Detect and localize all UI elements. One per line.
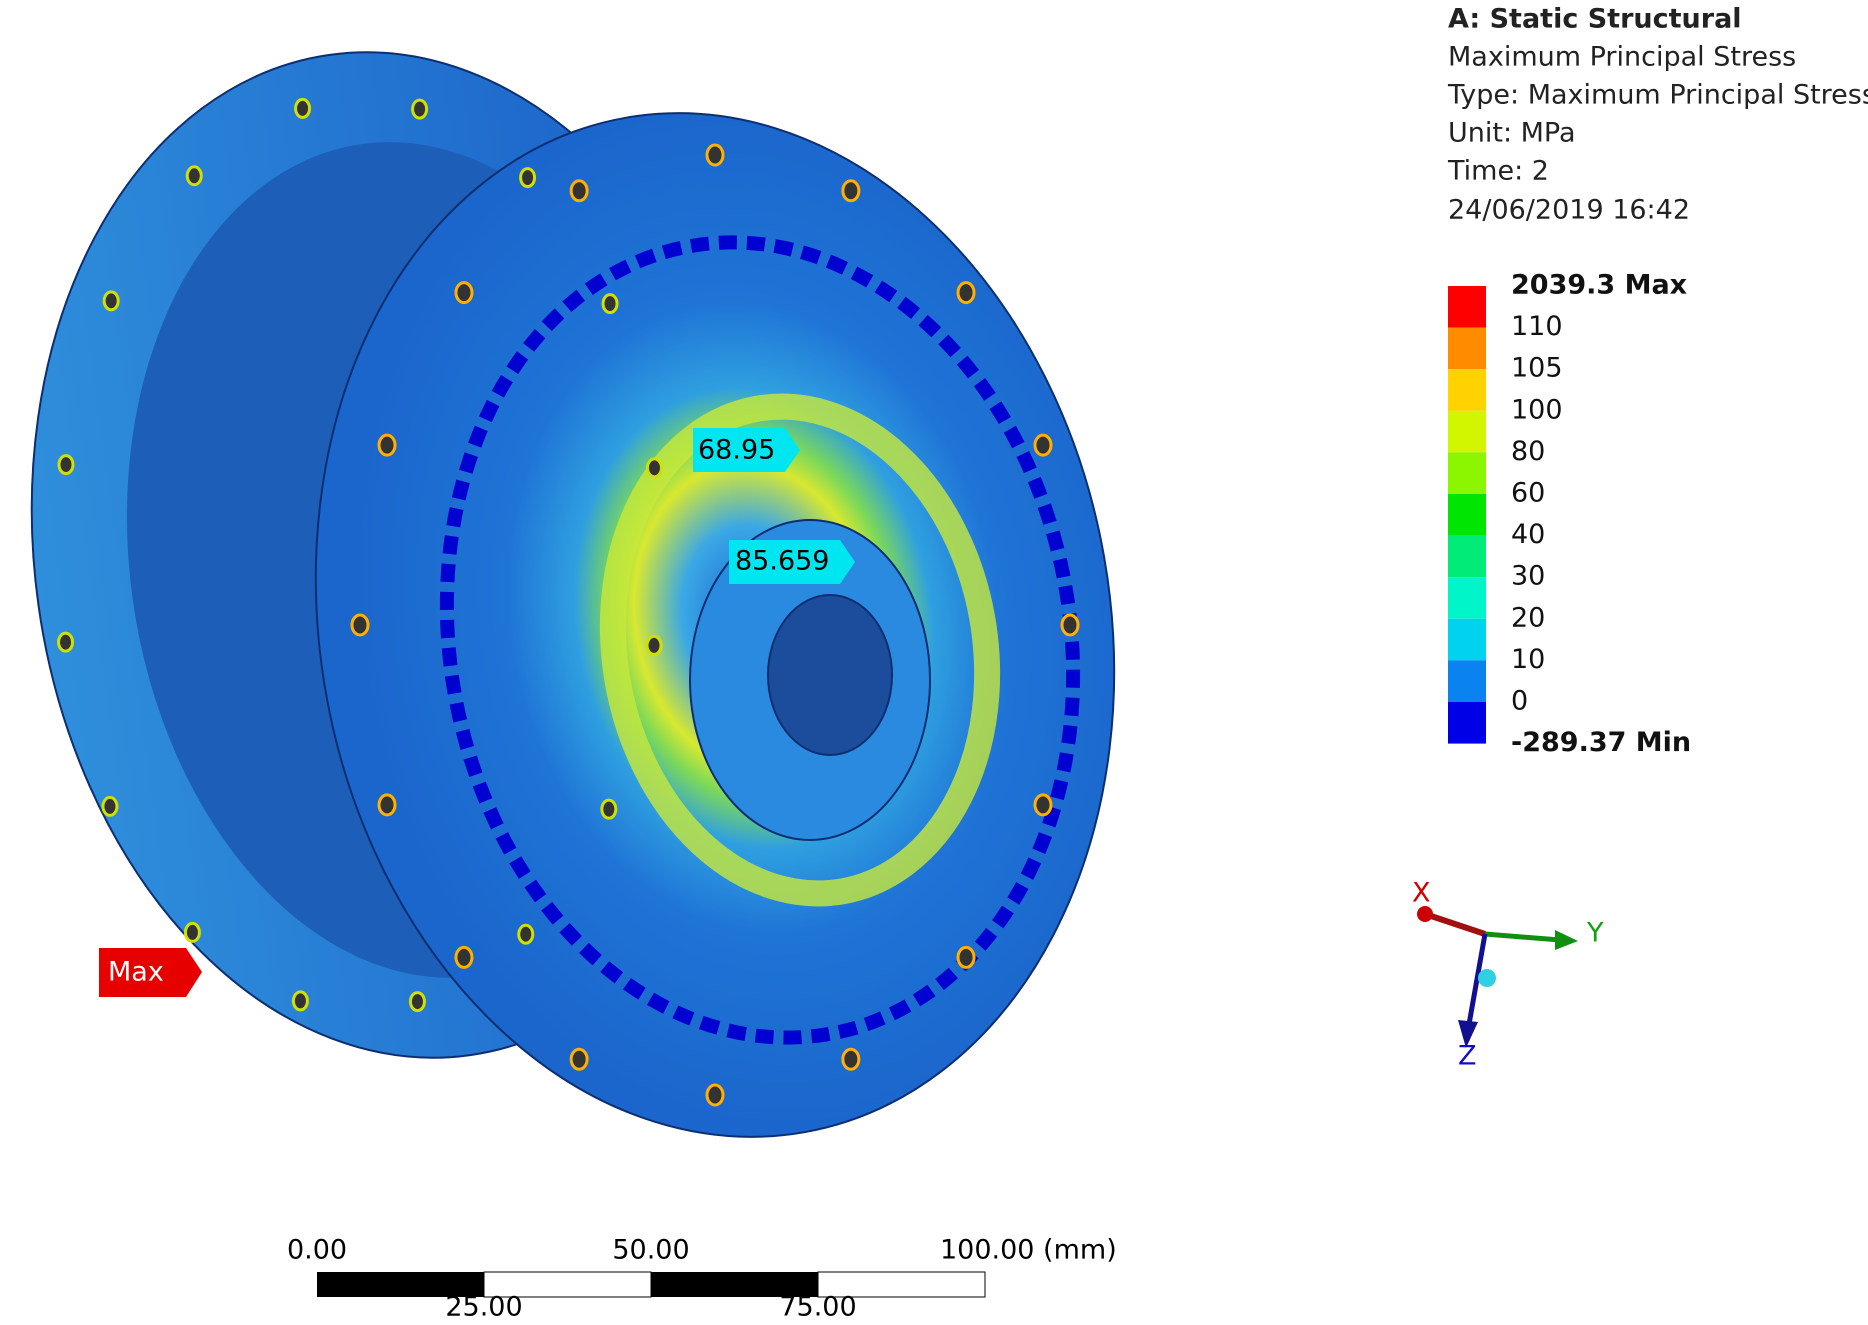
- axis-x: X: [1412, 878, 1431, 909]
- bolt-hole: [571, 181, 587, 201]
- bolt-hole: [103, 797, 117, 815]
- bolt-hole: [410, 993, 424, 1011]
- bolt-hole: [958, 947, 974, 967]
- bolt-hole: [707, 145, 723, 165]
- legend-swatch: [1448, 369, 1486, 411]
- model: [0, 4, 1193, 1201]
- legend-swatch: [1448, 536, 1486, 578]
- legend-swatch: [1448, 452, 1486, 494]
- axis-y: Y: [1586, 918, 1604, 949]
- header-line: Type: Maximum Principal Stress: [1447, 80, 1868, 111]
- legend-label: 40: [1511, 519, 1545, 550]
- axis-z: Z: [1458, 1041, 1477, 1072]
- scale-bar: 0.00 50.00 100.00 (mm) 25.00 75.00: [287, 1235, 1117, 1323]
- legend-label: 110: [1511, 311, 1563, 342]
- legend-label: 105: [1511, 353, 1563, 384]
- probe-label: 68.95: [698, 435, 775, 466]
- legend-label: 20: [1511, 602, 1545, 633]
- legend-label: 100: [1511, 394, 1563, 425]
- legend-swatch: [1448, 411, 1486, 453]
- bolt-hole: [379, 795, 395, 815]
- legend-label: 0: [1511, 686, 1528, 717]
- scale-label: 100.00 (mm): [940, 1235, 1117, 1266]
- scale-label: 0.00: [287, 1235, 347, 1266]
- legend: 2039.3 Max1101051008060403020100-289.37 …: [1448, 270, 1691, 759]
- bolt-hole: [603, 295, 617, 313]
- legend-swatch: [1448, 328, 1486, 370]
- header-line: 24/06/2019 16:42: [1448, 195, 1690, 226]
- legend-label: 30: [1511, 561, 1545, 592]
- legend-swatch: [1448, 660, 1486, 702]
- legend-swatch: [1448, 702, 1486, 744]
- legend-label: 80: [1511, 436, 1545, 467]
- bolt-hole: [647, 459, 661, 477]
- scale-label: 50.00: [612, 1235, 689, 1266]
- bolt-hole: [958, 283, 974, 303]
- bolt-hole: [352, 615, 368, 635]
- viewer: 68.95 85.659 Max A: Static Structural Ma…: [0, 0, 1868, 1325]
- max-label: Max: [108, 957, 164, 988]
- scale-label: 75.00: [779, 1292, 856, 1323]
- bolt-hole: [187, 167, 201, 185]
- bolt-hole: [296, 99, 310, 117]
- bolt-hole: [843, 1049, 859, 1069]
- bolt-hole: [59, 456, 73, 474]
- legend-label: 10: [1511, 644, 1545, 675]
- bolt-hole: [59, 633, 73, 651]
- header-line: Maximum Principal Stress: [1448, 42, 1796, 73]
- legend-swatch: [1448, 494, 1486, 536]
- header-line: Unit: MPa: [1448, 118, 1576, 149]
- title: A: Static Structural: [1448, 4, 1742, 35]
- legend-swatch: [1448, 619, 1486, 661]
- viewport: 68.95 85.659 Max A: Static Structural Ma…: [0, 0, 1868, 1325]
- bolt-hole: [379, 435, 395, 455]
- bolt-hole: [456, 283, 472, 303]
- bolt-hole: [843, 181, 859, 201]
- scale-label: 25.00: [445, 1292, 522, 1323]
- bolt-hole: [413, 100, 427, 118]
- probe-label: 85.659: [735, 546, 829, 577]
- legend-swatch: [1448, 286, 1486, 328]
- bolt-hole: [647, 636, 661, 654]
- triad: X Y Z: [1412, 878, 1604, 1072]
- legend-label: -289.37 Min: [1511, 727, 1691, 758]
- bolt-hole: [707, 1085, 723, 1105]
- bolt-hole: [519, 925, 533, 943]
- header-line: Time: 2: [1447, 156, 1549, 187]
- legend-swatch: [1448, 577, 1486, 619]
- legend-label: 2039.3 Max: [1511, 270, 1687, 301]
- bolt-hole: [1035, 795, 1051, 815]
- bolt-hole: [1062, 615, 1078, 635]
- bolt-hole: [571, 1049, 587, 1069]
- bolt-hole: [185, 923, 199, 941]
- bolt-hole: [1035, 435, 1051, 455]
- bolt-hole: [293, 992, 307, 1010]
- legend-label: 60: [1511, 478, 1545, 509]
- header: A: Static Structural Maximum Principal S…: [1447, 4, 1868, 226]
- bolt-hole: [456, 947, 472, 967]
- bolt-hole: [104, 292, 118, 310]
- bolt-hole: [602, 800, 616, 818]
- bolt-hole: [521, 169, 535, 187]
